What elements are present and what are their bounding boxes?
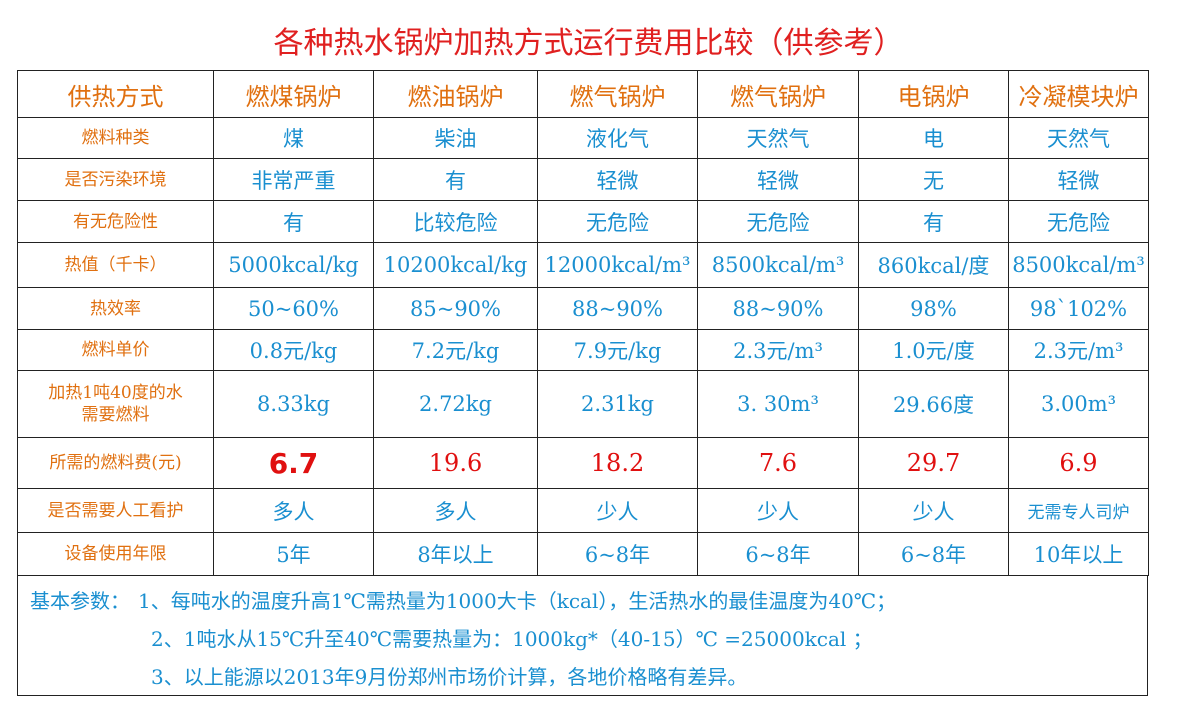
table-cell: 轻微: [537, 158, 698, 201]
table-row: 热效率 50~60% 85~90% 88~90% 88~90% 98% 98`102%: [17, 287, 1149, 330]
table-cell: 煤: [213, 117, 374, 159]
table-cell: 7.6: [697, 437, 859, 489]
notes-label: 基本参数：: [30, 589, 130, 613]
table-cell: 10200kcal/kg: [373, 242, 538, 288]
table-cell: 2.3元/m³: [697, 329, 859, 371]
row-label: 加热1吨40度的水 需要燃料: [17, 370, 214, 438]
table-cell: 8500kcal/m³: [1008, 242, 1149, 288]
note-line: 3、以上能源以2013年9月份郑州市场价计算，各地价格略有差异。: [151, 665, 748, 689]
table-cell: 88~90%: [697, 287, 859, 330]
note-line: 2、1吨水从15℃升至40℃需要热量为：1000kg*（40-15）℃ =250…: [151, 627, 873, 651]
table-cell: 无危险: [537, 200, 698, 243]
table-cell: 12000kcal/m³: [537, 242, 698, 288]
table-cell: 天然气: [697, 117, 859, 159]
note-line: 1、每吨水的温度升高1℃需热量为1000大卡（kcal），生活热水的最佳温度为4…: [138, 589, 897, 613]
table-cell: 无危险: [1008, 200, 1149, 243]
table-cell: 有: [858, 200, 1009, 243]
table-cell: 7.2元/kg: [373, 329, 538, 371]
table-cell: 少人: [858, 488, 1009, 533]
header-cell: 燃气锅炉: [697, 70, 859, 118]
row-label: 热效率: [17, 287, 214, 330]
table-cell: 5年: [213, 532, 374, 576]
table-row: 加热1吨40度的水 需要燃料 8.33kg 2.72kg 2.31kg 3. 30m³ 2…: [17, 370, 1149, 438]
table-cell: 6~8年: [858, 532, 1009, 576]
table-cell: 2.72kg: [373, 370, 538, 438]
table-cell: 10年以上: [1008, 532, 1149, 576]
title: 各种热水锅炉加热方式运行费用比较（供参考）: [273, 26, 904, 61]
table-cell: 29.7: [858, 437, 1009, 489]
table-cell: 2.3元/m³: [1008, 329, 1149, 371]
row-label: 所需的燃料费(元): [17, 437, 214, 489]
header-row: 供热方式 燃煤锅炉 燃油锅炉 燃气锅炉 燃气锅炉 电锅炉 冷凝模块炉: [17, 70, 1149, 118]
notes: 基本参数： 1、每吨水的温度升高1℃需热量为1000大卡（kcal），生活热水的最…: [17, 575, 1148, 696]
table-cell: 18.2: [537, 437, 698, 489]
table-cell: 无需专人司炉: [1008, 488, 1149, 533]
table-cell: 85~90%: [373, 287, 538, 330]
table-row: 设备使用年限 5年 8年以上 6~8年 6~8年 6~8年 10年以上: [17, 532, 1149, 576]
table-row: 有无危险性有比较危险 无危险 无危险有无危险: [17, 200, 1149, 243]
row-label: 是否需要人工看护: [17, 488, 214, 533]
table-row: 燃料种类煤柴油 液化气 天然气电天然气: [17, 117, 1149, 159]
table-cell: 少人: [537, 488, 698, 533]
table-cell: 98%: [858, 287, 1009, 330]
table-cell: 电: [858, 117, 1009, 159]
row-label: 燃料种类: [17, 117, 214, 159]
table-cell: 8.33kg: [213, 370, 374, 438]
table-cell: 非常严重: [213, 158, 374, 201]
table-cell: 860kcal/度: [858, 242, 1009, 288]
table-cell: 2.31kg: [537, 370, 698, 438]
header-cell: 燃油锅炉: [373, 70, 538, 118]
table-cell: 多人: [373, 488, 538, 533]
table-row: 热值（千卡） 5000kcal/kg 10200kcal/kg 12000kcal/m…: [17, 242, 1149, 288]
table-cell: 0.8元/kg: [213, 329, 374, 371]
table-cell: 轻微: [697, 158, 859, 201]
table-cell: 7.9元/kg: [537, 329, 698, 371]
header-cell: 冷凝模块炉: [1008, 70, 1149, 118]
table-row: 是否污染环境 非常严重有轻微 轻微无轻微: [17, 158, 1149, 201]
table-cell: 6~8年: [537, 532, 698, 576]
row-label: 是否污染环境: [17, 158, 214, 201]
table-cell: 29.66度: [858, 370, 1009, 438]
row-label: 燃料单价: [17, 329, 214, 371]
table-cell: 50~60%: [213, 287, 374, 330]
table-cell: 柴油: [373, 117, 538, 159]
table-cell: 无: [858, 158, 1009, 201]
table-cell: 比较危险: [373, 200, 538, 243]
table-cell: 液化气: [537, 117, 698, 159]
table-cell: 轻微: [1008, 158, 1149, 201]
table-cell: 5000kcal/kg: [213, 242, 374, 288]
table-cell: 无危险: [697, 200, 859, 243]
header-cell: 燃煤锅炉: [213, 70, 374, 118]
row-label: 有无危险性: [17, 200, 214, 243]
table-cell: 有: [373, 158, 538, 201]
table-cell: 6.7: [213, 437, 374, 489]
header-cell: 电锅炉: [858, 70, 1009, 118]
table-row: 所需的燃料费(元) 6.7 19.6 18.2 7.6 29.7 6.9: [17, 437, 1149, 489]
table-cell: 6.9: [1008, 437, 1149, 489]
table-cell: 少人: [697, 488, 859, 533]
table-cell: 有: [213, 200, 374, 243]
header-cell: 供热方式: [17, 70, 214, 118]
table-cell: 天然气: [1008, 117, 1149, 159]
table-cell: 98`102%: [1008, 287, 1149, 330]
row-label: 设备使用年限: [17, 532, 214, 576]
table-cell: 1.0元/度: [858, 329, 1009, 371]
table-cell: 3. 30m³: [697, 370, 859, 438]
row-label: 热值（千卡）: [17, 242, 214, 288]
table-cell: 8500kcal/m³: [697, 242, 859, 288]
table-cell: 多人: [213, 488, 374, 533]
header-cell: 燃气锅炉: [537, 70, 698, 118]
table-cell: 88~90%: [537, 287, 698, 330]
table-cell: 6~8年: [697, 532, 859, 576]
table-row: 燃料单价 0.8元/kg 7.2元/kg 7.9元/kg 2.3元/m³ 1.0元/度 2.…: [17, 329, 1149, 371]
table-cell: 19.6: [373, 437, 538, 489]
table-row: 是否需要人工看护 多人 多人 少人 少人 少人 无需专人司炉: [17, 488, 1149, 533]
table-cell: 8年以上: [373, 532, 538, 576]
table-cell: 3.00m³: [1008, 370, 1149, 438]
comparison-table: 供热方式 燃煤锅炉 燃油锅炉 燃气锅炉 燃气锅炉 电锅炉 冷凝模块炉 燃料种类煤柴油 液化气 天然…: [17, 70, 1149, 576]
